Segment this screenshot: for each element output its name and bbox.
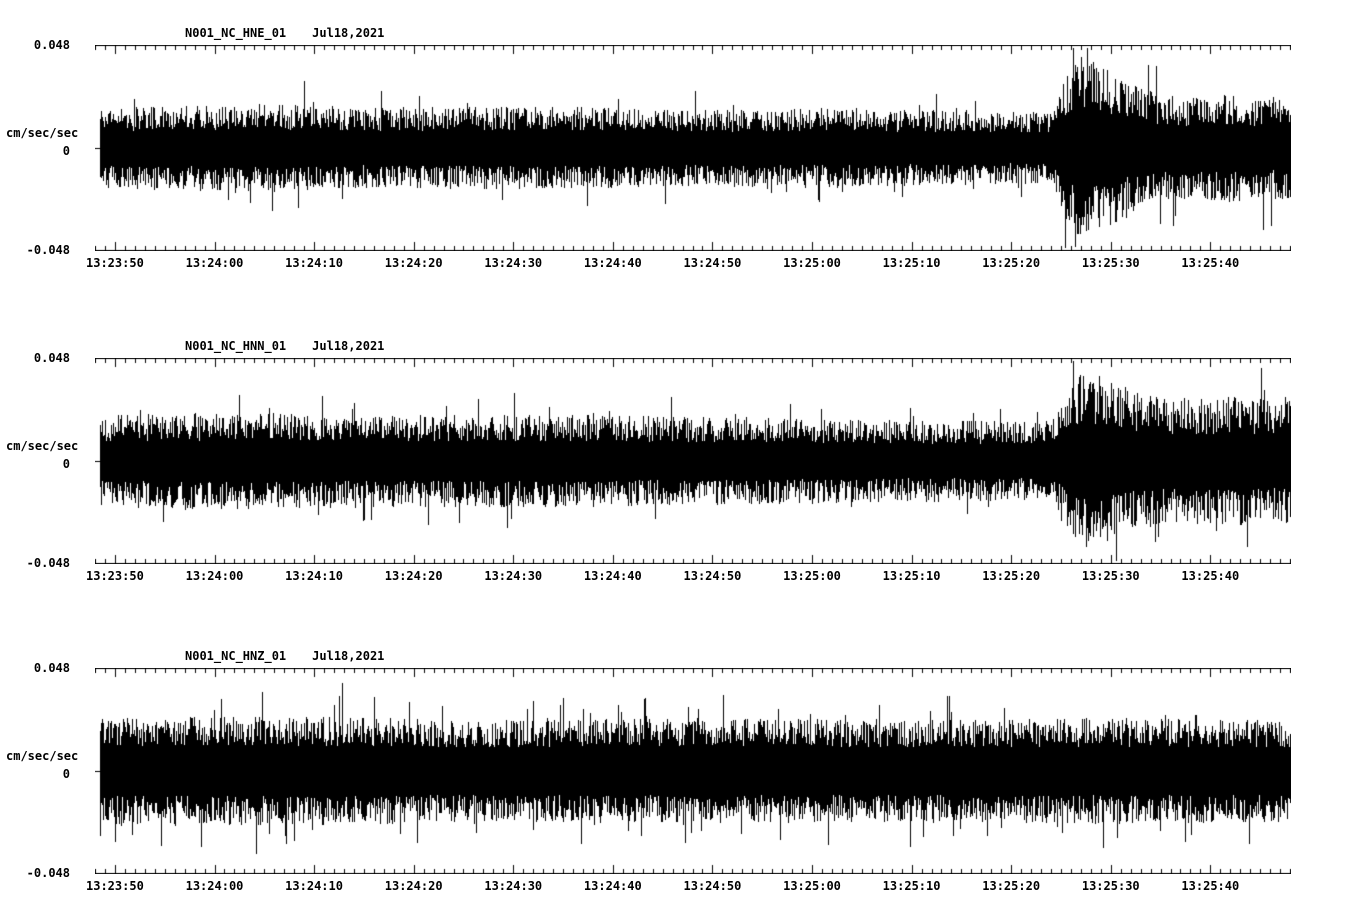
x-tick-label: 13:23:50	[86, 256, 144, 270]
y-axis-max-label: 0.048	[33, 661, 70, 675]
panel-title: N001_NC_HNN_01 Jul18,2021	[185, 339, 384, 353]
y-axis-max-label: 0.048	[33, 351, 70, 365]
x-tick-label: 13:25:10	[882, 879, 941, 893]
x-tick-label: 13:24:20	[384, 256, 443, 270]
x-tick-label: 13:24:30	[484, 569, 543, 583]
x-tick-label: 13:25:30	[1081, 879, 1140, 893]
panel-title: N001_NC_HNZ_01 Jul18,2021	[185, 649, 384, 663]
x-tick-label: 13:25:00	[783, 569, 841, 583]
x-tick-label: 13:24:40	[583, 879, 642, 893]
y-axis-min-label: -0.048	[26, 243, 70, 257]
trace-date: Jul18,2021	[312, 26, 385, 40]
x-tick-label: 13:24:40	[583, 256, 642, 270]
panel-title: N001_NC_HNE_01 Jul18,2021	[185, 26, 384, 40]
y-axis-min-label: -0.048	[26, 556, 70, 570]
x-tick-label: 13:25:40	[1181, 879, 1240, 893]
x-tick-label: 13:24:10	[285, 256, 343, 270]
seismogram-trace-canvas	[95, 45, 1291, 251]
y-axis-min-label: -0.048	[26, 866, 70, 880]
seismogram-trace-canvas	[95, 358, 1291, 564]
x-tick-label: 13:24:10	[285, 879, 343, 893]
x-tick-label: 13:24:20	[384, 569, 443, 583]
x-tick-label: 13:25:30	[1081, 256, 1140, 270]
x-tick-label: 13:23:50	[86, 879, 144, 893]
trace-date: Jul18,2021	[312, 649, 385, 663]
x-tick-label: 13:24:00	[185, 569, 244, 583]
seismogram-trace-canvas	[95, 668, 1291, 874]
y-axis-zero-label: 0	[62, 766, 70, 781]
x-tick-label: 13:24:20	[384, 879, 443, 893]
x-tick-label: 13:25:20	[982, 569, 1041, 583]
x-tick-label: 13:24:50	[683, 879, 742, 893]
y-axis-max-label: 0.048	[33, 38, 70, 52]
seismogram-panel: N001_NC_HNZ_01 Jul18,2021 0.048 cm/sec/sec 0…	[0, 625, 1358, 924]
y-axis-units-label: cm/sec/sec	[6, 748, 79, 763]
x-tick-label: 13:24:10	[285, 569, 343, 583]
x-tick-label: 13:24:50	[683, 256, 742, 270]
x-tick-label: 13:25:00	[783, 879, 841, 893]
trace-id: N001_NC_HNZ_01	[185, 649, 287, 663]
x-tick-label: 13:24:30	[484, 879, 543, 893]
x-tick-label: 13:24:00	[185, 879, 244, 893]
y-axis-units-label: cm/sec/sec	[6, 438, 79, 453]
x-tick-label: 13:23:50	[86, 569, 144, 583]
x-tick-label: 13:25:40	[1181, 569, 1240, 583]
x-tick-label: 13:25:00	[783, 256, 841, 270]
x-tick-label: 13:24:40	[583, 569, 642, 583]
x-tick-label: 13:25:20	[982, 256, 1041, 270]
trace-date: Jul18,2021	[312, 339, 385, 353]
x-tick-label: 13:24:30	[484, 256, 543, 270]
seismogram-panel: N001_NC_HNN_01 Jul18,2021 0.048 cm/sec/sec 0…	[0, 315, 1358, 623]
x-tick-label: 13:25:40	[1181, 256, 1240, 270]
trace-id: N001_NC_HNE_01	[185, 26, 287, 40]
x-tick-label: 13:25:10	[882, 569, 941, 583]
x-tick-label: 13:25:10	[882, 256, 941, 270]
y-axis-units-label: cm/sec/sec	[6, 125, 79, 140]
trace-id: N001_NC_HNN_01	[185, 339, 287, 353]
x-tick-label: 13:24:50	[683, 569, 742, 583]
y-axis-zero-label: 0	[62, 143, 70, 158]
y-axis-zero-label: 0	[62, 456, 70, 471]
x-tick-label: 13:24:00	[185, 256, 244, 270]
seismogram-panel: N001_NC_HNE_01 Jul18,2021 0.048 cm/sec/sec 0…	[0, 2, 1358, 310]
x-tick-label: 13:25:30	[1081, 569, 1140, 583]
x-tick-label: 13:25:20	[982, 879, 1041, 893]
